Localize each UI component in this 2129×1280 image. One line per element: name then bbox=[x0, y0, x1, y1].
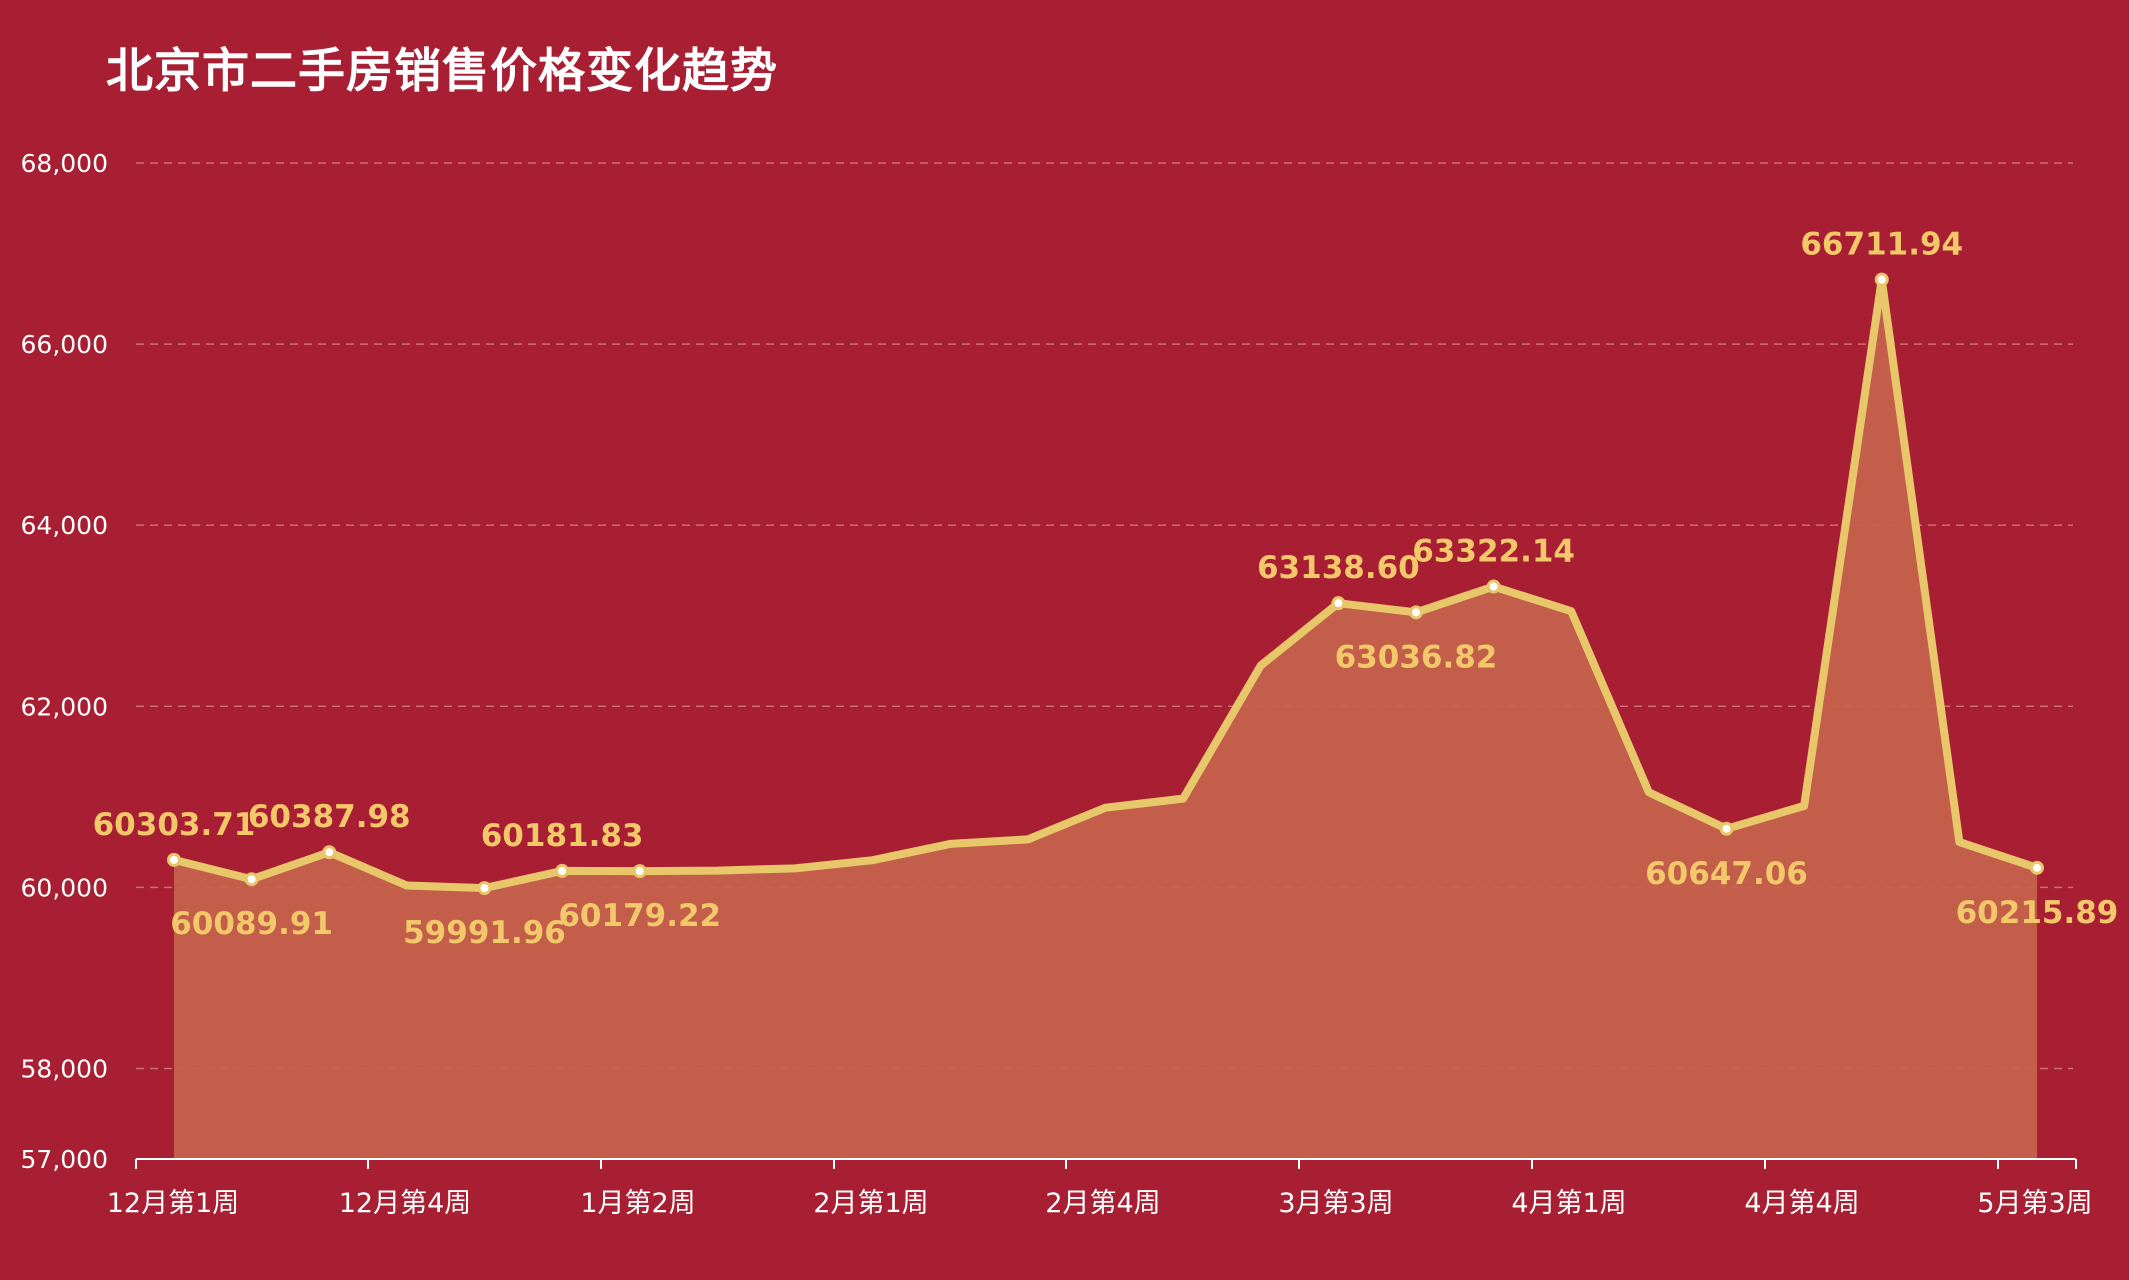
data-point-marker bbox=[555, 863, 570, 878]
x-tick-label: 2月第1周 bbox=[813, 1188, 928, 1219]
x-tick-label: 4月第1周 bbox=[1511, 1188, 1626, 1219]
y-tick-label: 62,000 bbox=[21, 692, 108, 721]
y-tick-label: 68,000 bbox=[21, 149, 108, 178]
data-label: 60387.98 bbox=[248, 799, 411, 835]
x-tick-label: 12月第4周 bbox=[339, 1188, 472, 1219]
data-label: 63322.14 bbox=[1412, 534, 1575, 570]
data-point-marker bbox=[2030, 860, 2044, 875]
data-point-marker bbox=[244, 872, 259, 887]
data-label: 59991.96 bbox=[403, 915, 566, 951]
y-tick-label: 58,000 bbox=[21, 1054, 108, 1083]
data-label: 63138.60 bbox=[1257, 550, 1420, 586]
x-tick-label: 5月第3周 bbox=[1977, 1188, 2092, 1219]
data-point-marker bbox=[1331, 596, 1346, 611]
data-label: 60215.89 bbox=[1956, 895, 2119, 931]
data-point-marker bbox=[1874, 272, 1889, 287]
x-tick-label: 2月第4周 bbox=[1045, 1188, 1160, 1219]
y-tick-label: 57,000 bbox=[21, 1145, 108, 1174]
data-point-marker bbox=[167, 852, 181, 867]
data-point-marker bbox=[1486, 579, 1501, 594]
series-line bbox=[170, 275, 2041, 893]
data-label: 63036.82 bbox=[1335, 639, 1498, 675]
data-label: 60303.71 bbox=[93, 807, 256, 843]
x-tick-label: 3月第3周 bbox=[1278, 1188, 1393, 1219]
y-tick-label: 60,000 bbox=[21, 873, 108, 902]
data-point-marker bbox=[1719, 821, 1734, 836]
x-tick-label: 4月第4周 bbox=[1744, 1188, 1859, 1219]
data-label: 60181.83 bbox=[481, 818, 644, 854]
x-tick-label: 12月第1周 bbox=[107, 1188, 240, 1219]
data-point-marker bbox=[1409, 605, 1423, 620]
data-point-marker bbox=[322, 845, 337, 860]
chart-title: 北京市二手房销售价格变化趋势 bbox=[106, 44, 778, 99]
data-point-marker bbox=[477, 881, 492, 896]
data-label: 60179.22 bbox=[558, 898, 721, 934]
x-tick-label: 1月第2周 bbox=[580, 1188, 695, 1219]
data-label: 66711.94 bbox=[1800, 227, 1963, 263]
area-fill bbox=[174, 279, 2037, 1159]
data-label: 60647.06 bbox=[1645, 856, 1808, 892]
data-label: 60089.91 bbox=[170, 906, 333, 942]
data-point-marker bbox=[632, 864, 647, 879]
y-tick-label: 66,000 bbox=[21, 330, 108, 359]
y-tick-label: 64,000 bbox=[21, 511, 108, 540]
